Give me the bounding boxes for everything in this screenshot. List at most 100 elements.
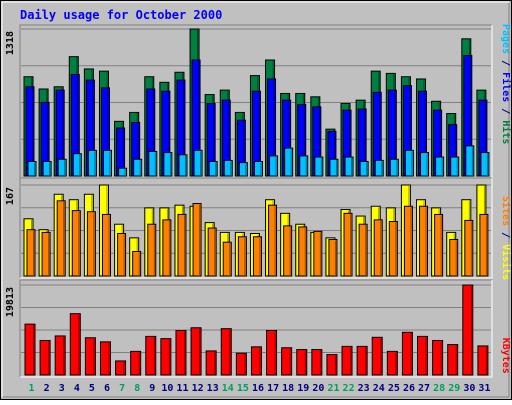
x-tick-label: 11 — [176, 383, 188, 394]
kbytes-bar — [281, 347, 293, 376]
kbytes-bar — [115, 360, 127, 376]
kbytes-bar — [371, 336, 383, 376]
kbytes-bar — [401, 331, 413, 376]
sites-bar — [237, 236, 247, 277]
pages-bar — [208, 161, 218, 177]
y-max-label: 19813 — [5, 287, 16, 317]
sites-bar — [177, 213, 187, 277]
kbytes-bar — [386, 350, 398, 376]
kbytes-bar — [235, 352, 247, 376]
x-tick-label: 7 — [119, 383, 125, 394]
sites-bar — [117, 232, 127, 277]
pages-bar — [284, 147, 294, 177]
pages-bar — [102, 149, 112, 177]
pages-bar — [87, 149, 97, 177]
sites-bar — [313, 230, 323, 277]
pages-bar — [314, 156, 324, 177]
x-tick-label: 18 — [282, 383, 294, 394]
x-tick-label: 28 — [433, 383, 445, 394]
kbytes-bar — [432, 339, 444, 376]
legend-part: Hits — [500, 120, 512, 144]
sites-bar — [86, 211, 96, 277]
sites-bar — [419, 205, 429, 277]
pages-bar — [374, 159, 384, 177]
x-tick-label: 30 — [463, 383, 475, 394]
frame-bevel-light — [1, 1, 509, 397]
pages-bar — [223, 159, 233, 177]
x-tick-label: 4 — [74, 383, 80, 394]
pages-bar — [329, 158, 339, 177]
x-tick-label: 8 — [134, 383, 140, 394]
kbytes-bar — [145, 335, 157, 376]
x-tick-labels: 1 2 3 4 5 6 7 8 9 10 11 12 13 14 15 16 17 18 19 20 21 22 23 24 2… — [29, 383, 491, 394]
sites-bar — [56, 200, 66, 277]
x-tick-label: 27 — [418, 383, 430, 394]
panel-visits_sites: 167 Sites / Visits — [5, 177, 512, 280]
kbytes-bar — [69, 313, 81, 376]
pages-bar — [253, 161, 263, 177]
pages-bar — [420, 152, 430, 177]
kbytes-bar — [160, 338, 172, 376]
sites-bar — [132, 250, 142, 277]
x-tick-label: 16 — [252, 383, 264, 394]
sites-bar — [449, 238, 459, 277]
kbytes-bar — [311, 349, 323, 376]
pages-bar — [269, 155, 279, 177]
pages-bar — [27, 161, 37, 177]
x-tick-label: 20 — [312, 383, 324, 394]
sites-bar — [388, 221, 398, 277]
pages-bar — [299, 155, 309, 177]
pages-bar — [389, 158, 399, 177]
bars-hits_files_pages — [23, 28, 490, 177]
panel-bevel-dark — [19, 177, 492, 278]
x-tick-label: 2 — [44, 383, 50, 394]
legend-part: KBytes — [500, 338, 511, 374]
x-tick-label: 23 — [358, 383, 370, 394]
x-tick-label: 26 — [403, 383, 415, 394]
kbytes-bar — [341, 345, 353, 376]
chart-title: Daily usage for October 2000 — [20, 8, 222, 22]
legend-visits_sites: Sites / Visits — [500, 196, 512, 280]
pages-bar — [72, 153, 82, 177]
kbytes-bar — [24, 323, 36, 376]
pages-bar — [57, 158, 67, 177]
sites-bar — [26, 229, 36, 277]
panel-bevel-light — [20, 280, 493, 378]
x-tick-label: 9 — [149, 383, 155, 394]
panel-bevel-light — [20, 178, 493, 279]
sites-bar — [479, 213, 489, 277]
pages-bar — [238, 162, 248, 177]
pages-bar — [450, 156, 460, 177]
kbytes-bar — [39, 339, 51, 376]
pages-bar — [404, 149, 414, 177]
x-tick-label: 12 — [192, 383, 204, 394]
sites-bar — [192, 203, 202, 277]
x-tick-label: 29 — [448, 383, 460, 394]
legend-part: Files — [500, 72, 512, 102]
panel-hits_files_pages: 1318 Pages / Files / Hits — [5, 24, 512, 179]
pages-bar — [193, 149, 203, 177]
sites-bar — [71, 210, 81, 277]
x-tick-label: 13 — [207, 383, 219, 394]
sites-bar — [268, 204, 278, 277]
legend-part: Visits — [500, 244, 512, 280]
bars-visits_sites — [23, 184, 489, 277]
frame-bevel-dark — [3, 3, 510, 398]
kbytes-bar — [54, 335, 66, 376]
kbytes-bar — [205, 350, 217, 376]
kbytes-bar — [266, 329, 278, 376]
pages-bar — [465, 145, 475, 177]
sites-bar — [358, 223, 368, 277]
kbytes-bar — [220, 328, 232, 376]
panels-group: 1318 Pages / Files / Hits 167 Sites / Visit… — [5, 24, 512, 378]
pages-bar — [133, 158, 143, 177]
pages-bar — [480, 152, 490, 177]
pages-bar — [178, 154, 188, 177]
pages-bar — [163, 152, 173, 177]
pages-bar — [42, 161, 52, 177]
sites-bar — [328, 238, 338, 277]
pages-bar — [435, 156, 445, 177]
legend-part: Sites — [500, 196, 512, 226]
sites-bar — [283, 225, 293, 277]
